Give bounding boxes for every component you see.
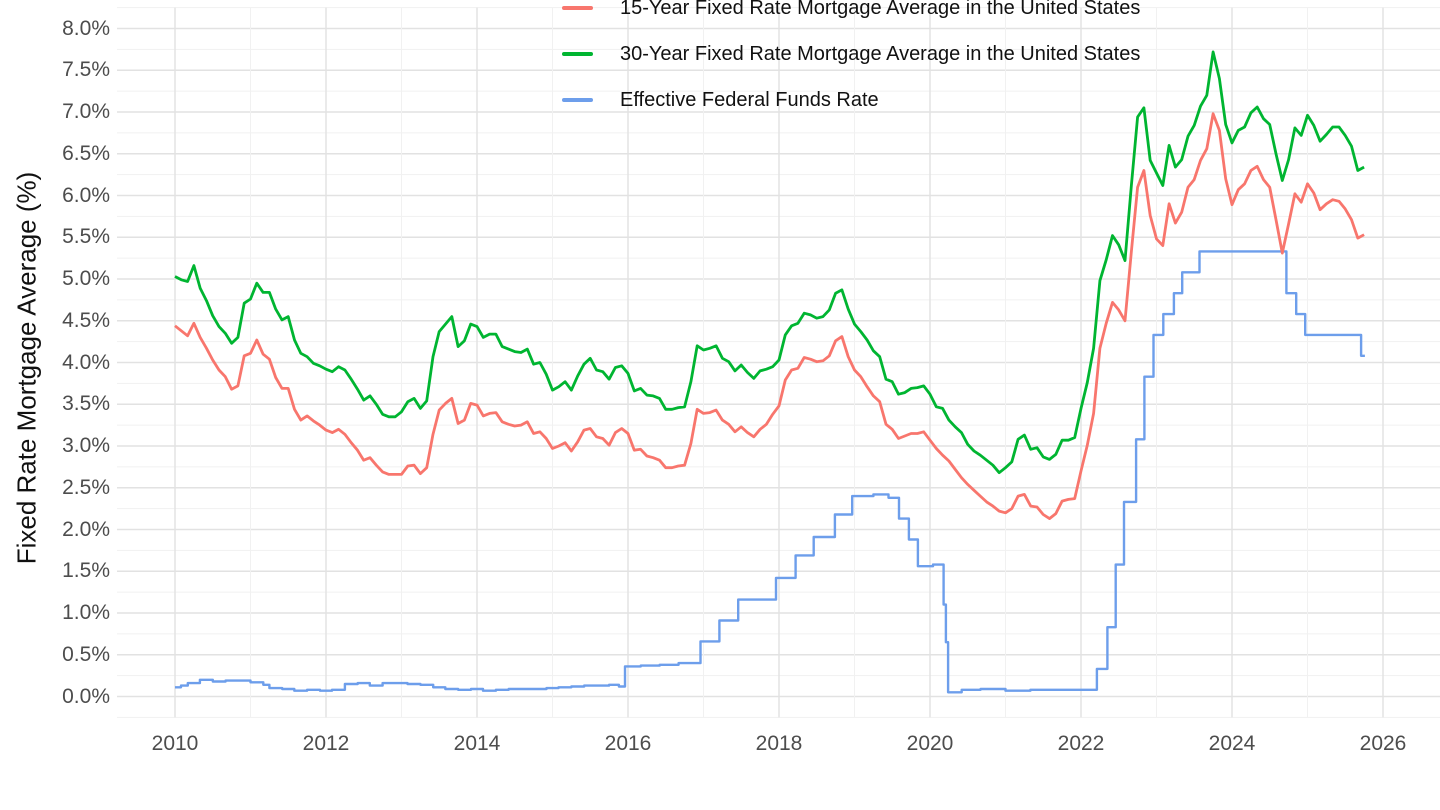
y-axis-tick: 5.5% xyxy=(62,225,110,249)
x-axis-tick: 2026 xyxy=(1359,732,1407,755)
y-axis-tick: 4.5% xyxy=(62,308,110,332)
y-axis-tick: 3.0% xyxy=(62,434,110,457)
series-line xyxy=(174,112,1365,520)
x-axis-tick: 2014 xyxy=(453,732,501,755)
y-axis-tick: 1.0% xyxy=(62,601,110,624)
y-axis-tick: 0.5% xyxy=(62,642,110,666)
x-axis-tick: 2010 xyxy=(151,732,199,755)
x-axis-tick: 2018 xyxy=(755,732,803,755)
y-axis-tick: 1.5% xyxy=(62,559,110,583)
y-axis-tick: 6.5% xyxy=(62,141,110,165)
y-axis-tick: 5.0% xyxy=(62,267,110,290)
x-axis-tick: 2012 xyxy=(302,732,350,755)
y-axis-tick: 0.0% xyxy=(62,684,110,708)
y-axis-tick: 4.0% xyxy=(62,350,110,374)
series-line xyxy=(175,250,1365,694)
y-axis-tick: 6.0% xyxy=(62,183,110,207)
y-axis-tick: 2.5% xyxy=(62,475,110,499)
y-axis-tick: 2.0% xyxy=(62,517,110,541)
x-axis-tick: 2024 xyxy=(1208,732,1256,755)
y-axis-tick: 7.5% xyxy=(62,58,110,82)
x-axis-tick: 2022 xyxy=(1057,732,1105,755)
y-axis-tick: 7.0% xyxy=(62,100,110,123)
y-axis-tick: 3.5% xyxy=(62,392,110,416)
series-line xyxy=(174,50,1365,475)
x-axis-tick: 2020 xyxy=(906,732,954,755)
x-axis-tick: 2016 xyxy=(604,732,652,755)
y-axis-tick: 8.0% xyxy=(62,16,110,40)
